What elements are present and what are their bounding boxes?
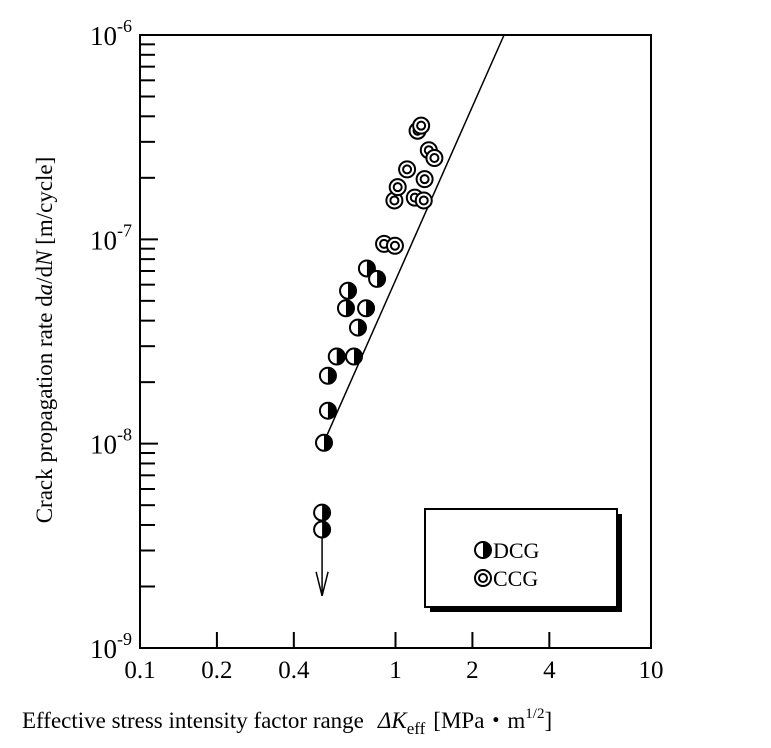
y-tick-label: 10-9 [90, 629, 132, 664]
marker-fill [377, 270, 386, 287]
marker-outer [412, 116, 431, 135]
dcg-point [345, 347, 364, 366]
marker-outer [425, 149, 444, 168]
marker-fill [327, 367, 336, 384]
dcg-point [318, 401, 337, 420]
x-label-symbol: ΔK [377, 708, 408, 733]
marker-inner [389, 195, 400, 206]
legend-ccg-marker [474, 569, 492, 587]
ccg-point [388, 178, 407, 197]
dcg-point [348, 318, 367, 337]
y-tick-exponent: -7 [117, 220, 132, 240]
legend-dcg-marker [474, 541, 492, 559]
marker-inner [416, 120, 427, 131]
marker-fill [357, 319, 366, 336]
ccg-legend-symbol [474, 569, 492, 587]
x-tick-label: 10 [639, 657, 664, 684]
x-label-subscript: eff [407, 719, 426, 738]
marker-outer [388, 178, 407, 197]
y-label-italic-n: N [32, 249, 57, 267]
legend-label-dcg: DCG [493, 538, 540, 563]
marker-outer [415, 170, 434, 189]
x-tick-label: 0.2 [201, 657, 232, 684]
y-tick-base: 10 [90, 634, 117, 664]
dcg-legend-symbol [474, 541, 492, 559]
marker-fill [324, 434, 333, 451]
y-tick-exponent: -8 [117, 425, 132, 445]
y-axis-label: Crack propagation rate da/dN [m/cycle] [32, 157, 57, 524]
marker-fill [366, 300, 375, 317]
marker-outer [414, 191, 433, 210]
y-tick-label: 10-6 [90, 16, 132, 51]
y-tick-base: 10 [90, 430, 117, 460]
marker-inner [389, 240, 400, 251]
dcg-point [313, 520, 332, 539]
marker-outer [385, 236, 404, 255]
dcg-point [368, 269, 387, 288]
y-tick-label: 10-7 [90, 220, 132, 255]
x-axis-label: Effective stress intensity factor range Δ… [22, 706, 552, 738]
marker-inner [419, 174, 430, 185]
dcg-point [318, 366, 337, 385]
x-label-prefix: Effective stress intensity factor range [22, 708, 364, 733]
dcg-point [313, 503, 332, 522]
ccg-point [425, 149, 444, 168]
dcg-point [336, 299, 355, 318]
marker-fill [345, 300, 354, 317]
y-tick-base: 10 [90, 225, 117, 255]
marker-fill [483, 542, 491, 558]
legend-box [424, 508, 618, 608]
marker-inner [392, 182, 403, 193]
marker-inner [402, 164, 413, 175]
dcg-point [315, 433, 334, 452]
marker-fill [322, 504, 331, 521]
x-tick-label: 4 [543, 657, 556, 684]
y-label-part2: /d [32, 265, 57, 283]
fit-line [320, 34, 505, 450]
x-label-unit-close: ] [544, 708, 552, 733]
y-tick-base: 10 [90, 21, 117, 51]
marker-outer [398, 160, 417, 179]
y-label-italic-a: a [32, 284, 57, 296]
marker-fill [327, 402, 336, 419]
ccg-point [414, 191, 433, 210]
x-tick-label: 1 [389, 657, 402, 684]
threshold-arrow-head [315, 571, 329, 597]
y-tick-exponent: -6 [117, 16, 132, 36]
x-tick-label: 0.1 [124, 657, 155, 684]
data-marks [313, 34, 505, 597]
y-label-part1: Crack propagation rate d [32, 295, 57, 523]
legend-label-ccg: CCG [493, 566, 538, 591]
y-tick-exponent: -9 [117, 629, 132, 649]
marker-fill [336, 348, 345, 365]
ccg-point [412, 116, 431, 135]
ccg-point [385, 236, 404, 255]
marker-fill [348, 282, 357, 299]
dcg-point [357, 299, 376, 318]
marker-outer [474, 569, 492, 587]
legend: DCG CCG [424, 508, 622, 612]
x-tick-label: 0.4 [278, 657, 310, 684]
marker-fill [354, 348, 363, 365]
dcg-point [327, 347, 346, 366]
dcg-point [339, 281, 358, 300]
x-tick-label: 2 [466, 657, 479, 684]
y-tick-label: 10-8 [90, 425, 132, 460]
marker-inner [478, 573, 488, 583]
x-label-unit-exp: 1/2 [525, 706, 544, 722]
marker-inner [418, 195, 429, 206]
marker-inner [429, 153, 440, 164]
x-label-unit-open: [MPa・m [433, 708, 525, 733]
marker-fill [322, 521, 331, 538]
y-label-part3: [m/cycle] [32, 157, 57, 251]
ccg-point [415, 170, 434, 189]
ccg-point [398, 160, 417, 179]
